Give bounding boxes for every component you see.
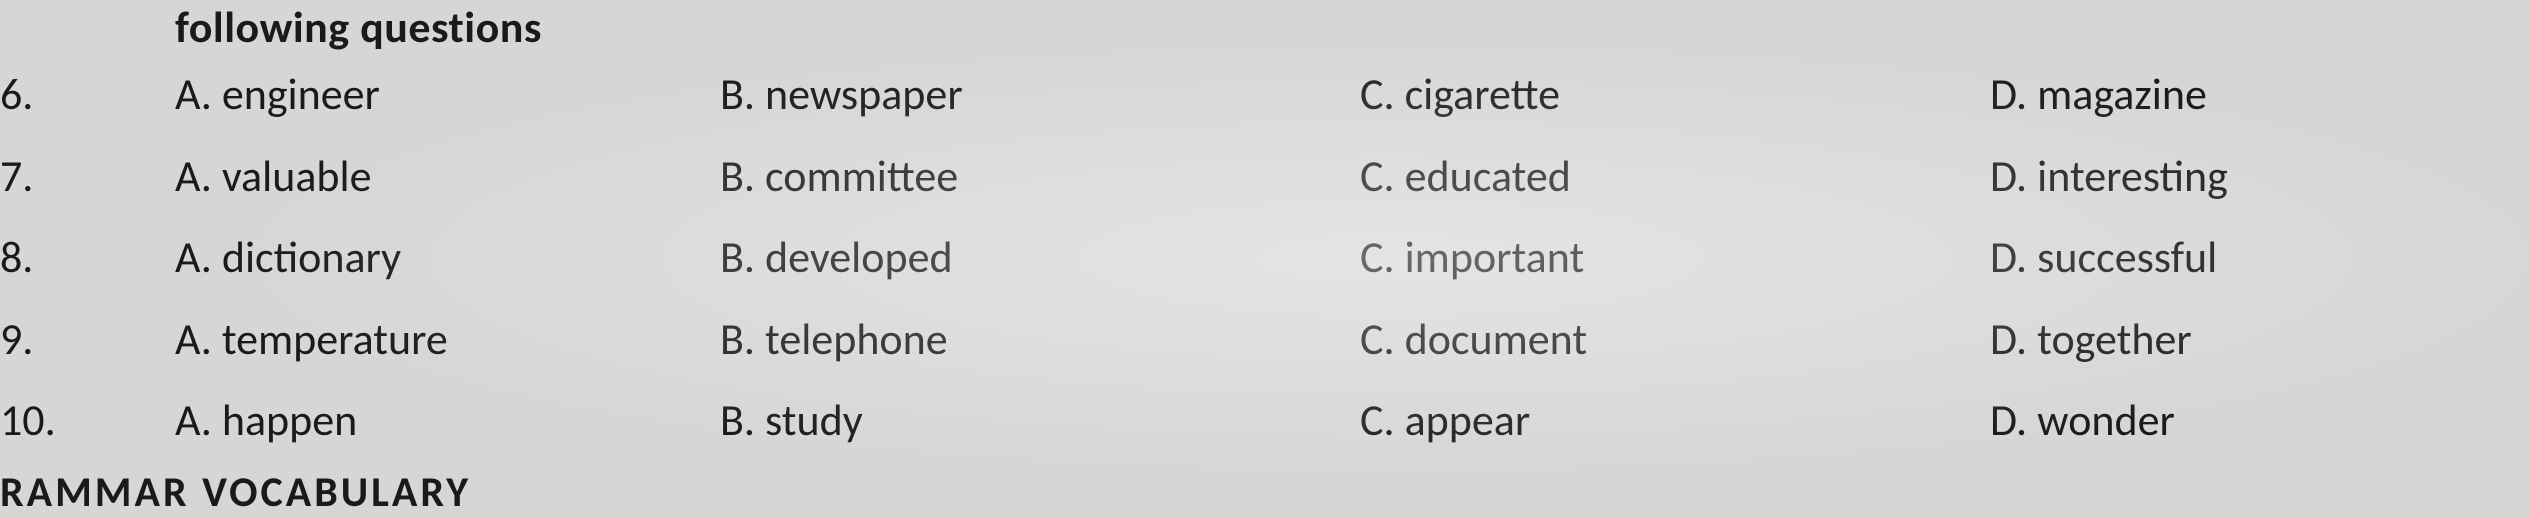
option-c: C.document <box>1360 309 1990 371</box>
question-number: 6. <box>0 64 175 126</box>
option-text: developed <box>765 227 953 289</box>
option-a: A.valuable <box>175 146 720 208</box>
option-letter-d: D. <box>1990 146 2027 208</box>
question-number: 9. <box>0 309 175 371</box>
option-text: magazine <box>2037 64 2207 126</box>
option-c: C.cigarette <box>1360 64 1990 126</box>
option-letter-d: D. <box>1990 64 2027 126</box>
option-letter-a: A. <box>175 227 212 289</box>
option-c: C.important <box>1360 227 1990 289</box>
option-a: A.temperature <box>175 309 720 371</box>
option-text: newspaper <box>765 64 963 126</box>
question-row: 10. A.happen B.study C.appear D.wonder <box>0 380 2530 462</box>
option-d: D.together <box>1990 309 2530 371</box>
section-header: following questions <box>175 0 2530 54</box>
option-letter-d: D. <box>1990 309 2027 371</box>
option-c: C.educated <box>1360 146 1990 208</box>
option-c: C.appear <box>1360 390 1990 452</box>
option-letter-d: D. <box>1990 227 2027 289</box>
option-d: D.magazine <box>1990 64 2530 126</box>
option-text: important <box>1405 227 1585 289</box>
option-b: B.committee <box>720 146 1360 208</box>
option-text: engineer <box>222 64 380 126</box>
option-text: committee <box>765 146 958 208</box>
option-text: document <box>1405 309 1588 371</box>
section-footer-partial: RAMMAR VOCABULARY <box>0 462 2530 518</box>
option-text: study <box>765 390 863 452</box>
option-letter-b: B. <box>720 146 755 208</box>
option-letter-c: C. <box>1360 64 1395 126</box>
option-letter-a: A. <box>175 64 212 126</box>
question-number: 7. <box>0 146 175 208</box>
option-b: B.study <box>720 390 1360 452</box>
option-letter-c: C. <box>1360 146 1395 208</box>
question-row: 8. A.dictionary B.developed C.important … <box>0 217 2530 299</box>
question-number: 8. <box>0 227 175 289</box>
question-row: 9. A.temperature B.telephone C.document … <box>0 299 2530 381</box>
option-letter-c: C. <box>1360 227 1395 289</box>
option-letter-b: B. <box>720 227 755 289</box>
option-text: valuable <box>222 146 372 208</box>
option-text: successful <box>2037 227 2217 289</box>
option-text: wonder <box>2037 390 2175 452</box>
option-text: educated <box>1405 146 1571 208</box>
option-d: D.wonder <box>1990 390 2530 452</box>
option-a: A.dictionary <box>175 227 720 289</box>
question-number: 10. <box>0 390 175 452</box>
option-text: temperature <box>222 309 448 371</box>
option-b: B.newspaper <box>720 64 1360 126</box>
option-text: appear <box>1405 390 1531 452</box>
option-letter-b: B. <box>720 64 755 126</box>
option-letter-a: A. <box>175 146 212 208</box>
option-letter-a: A. <box>175 390 212 452</box>
option-letter-c: C. <box>1360 390 1395 452</box>
option-letter-b: B. <box>720 390 755 452</box>
option-letter-b: B. <box>720 309 755 371</box>
option-text: happen <box>222 390 357 452</box>
option-text: cigarette <box>1405 64 1560 126</box>
question-row: 6. A.engineer B.newspaper C.cigarette D.… <box>0 54 2530 136</box>
option-letter-d: D. <box>1990 390 2027 452</box>
question-row: 7. A.valuable B.committee C.educated D.i… <box>0 136 2530 218</box>
option-text: dictionary <box>222 227 401 289</box>
option-d: D.interesting <box>1990 146 2530 208</box>
option-a: A.engineer <box>175 64 720 126</box>
option-a: A.happen <box>175 390 720 452</box>
option-letter-a: A. <box>175 309 212 371</box>
option-letter-c: C. <box>1360 309 1395 371</box>
option-text: interesting <box>2037 146 2228 208</box>
option-text: together <box>2037 309 2192 371</box>
option-b: B.developed <box>720 227 1360 289</box>
option-d: D.successful <box>1990 227 2530 289</box>
option-text: telephone <box>765 309 948 371</box>
option-b: B.telephone <box>720 309 1360 371</box>
